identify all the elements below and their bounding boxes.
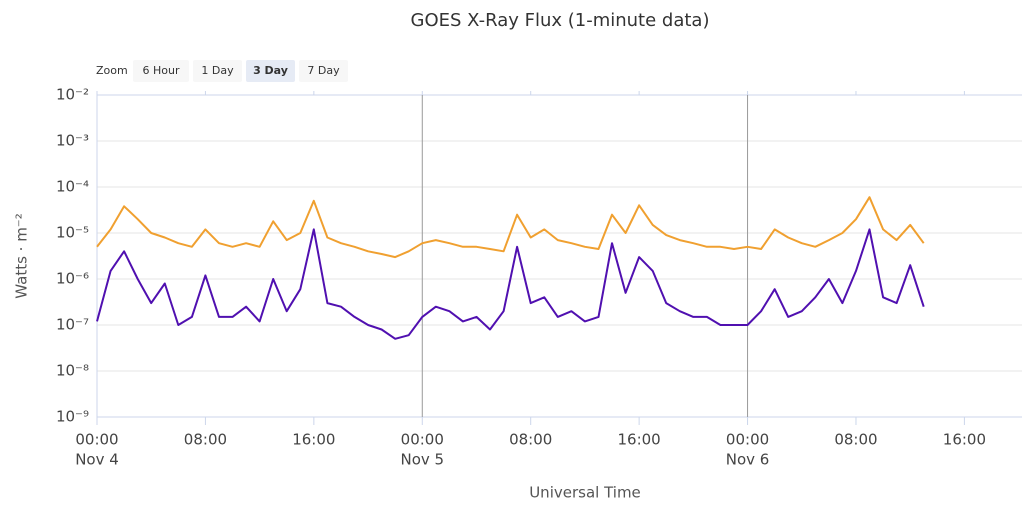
x-tick-label: 16:00	[292, 431, 335, 449]
flux-line	[96, 196, 925, 259]
y-tick-label: 10⁻⁷	[56, 316, 89, 334]
x-date-label: Nov 4	[75, 451, 119, 469]
zoom-button-label[interactable]: 6 Hour	[143, 64, 180, 77]
y-axis-label: Watts · m⁻²	[13, 213, 31, 299]
x-tick-label: 00:00	[726, 431, 769, 449]
zoom-button-label[interactable]: 1 Day	[201, 64, 234, 77]
y-tick-label: 10⁻⁹	[56, 408, 89, 426]
zoom-button[interactable]	[246, 60, 295, 82]
y-tick-label: 10⁻²	[56, 86, 89, 104]
x-tick-label: 16:00	[943, 431, 986, 449]
y-tick-label: 10⁻⁶	[56, 270, 89, 288]
y-tick-label: 10⁻⁴	[56, 178, 89, 196]
x-date-label: Nov 5	[400, 451, 444, 469]
x-tick-label: 16:00	[618, 431, 661, 449]
chart-title: GOES X-Ray Flux (1-minute data)	[411, 10, 710, 31]
x-axis-label: Universal Time	[529, 484, 641, 502]
x-tick-label: 00:00	[75, 431, 118, 449]
zoom-button-label[interactable]: 7 Day	[307, 64, 340, 77]
x-tick-label: 08:00	[184, 431, 227, 449]
x-tick-label: 08:00	[509, 431, 552, 449]
y-tick-label: 10⁻³	[56, 132, 89, 150]
x-tick-label: 08:00	[834, 431, 877, 449]
zoom-button[interactable]	[193, 60, 242, 82]
zoom-button-label[interactable]: 3 Day	[253, 64, 288, 77]
zoom-button[interactable]	[299, 60, 348, 82]
flux-line	[96, 228, 925, 340]
y-tick-label: 10⁻⁵	[56, 224, 89, 242]
x-tick-label: 00:00	[401, 431, 444, 449]
zoom-label: Zoom	[96, 64, 128, 77]
zoom-button[interactable]	[133, 60, 189, 82]
y-tick-label: 10⁻⁸	[56, 362, 89, 380]
x-date-label: Nov 6	[726, 451, 770, 469]
